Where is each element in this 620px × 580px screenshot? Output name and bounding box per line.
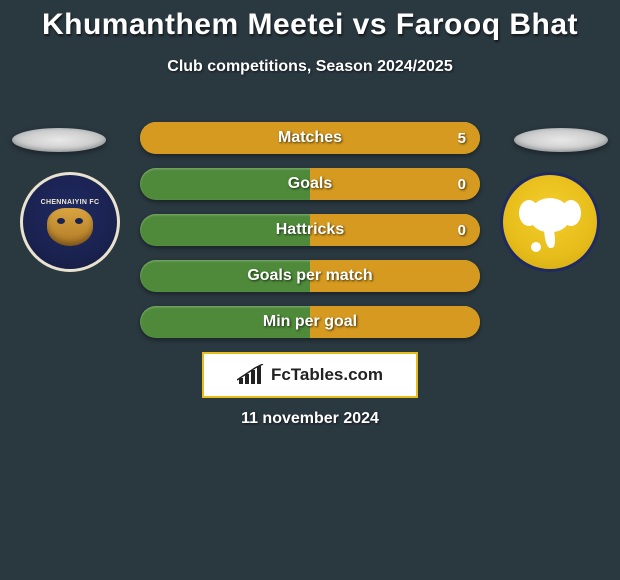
stat-right-value: 5: [458, 130, 466, 147]
stat-bar-min-per-goal: Min per goal: [140, 306, 480, 338]
stat-bar-hattricks: Hattricks 0: [140, 214, 480, 246]
subtitle: Club competitions, Season 2024/2025: [0, 58, 620, 76]
stat-label: Goals per match: [247, 267, 372, 285]
brand-box: FcTables.com: [202, 352, 418, 398]
left-halo: [12, 128, 106, 152]
date-label: 11 november 2024: [0, 410, 620, 428]
right-team-crest: [500, 172, 600, 272]
stat-label: Goals: [288, 175, 332, 193]
stat-label: Matches: [278, 129, 342, 147]
stats-bars: Matches 5 Goals 0 Hattricks 0 Goals per match M…: [140, 122, 480, 352]
left-crest-icon: [47, 208, 93, 246]
right-halo: [514, 128, 608, 152]
stat-label: Min per goal: [263, 313, 357, 331]
stat-label: Hattricks: [276, 221, 344, 239]
right-crest-icon: [523, 198, 577, 246]
stat-right-value: 0: [458, 176, 466, 193]
brand-text: FcTables.com: [271, 365, 383, 385]
stat-right-value: 0: [458, 222, 466, 239]
stat-bar-right-fill: [310, 168, 480, 200]
brand-chart-icon: [237, 364, 265, 386]
left-team-crest: CHENNAIYIN FC: [20, 172, 120, 272]
stat-bar-goals: Goals 0: [140, 168, 480, 200]
page-title: Khumanthem Meetei vs Farooq Bhat: [0, 0, 620, 42]
stat-bar-matches: Matches 5: [140, 122, 480, 154]
stat-bar-goals-per-match: Goals per match: [140, 260, 480, 292]
left-crest-label: CHENNAIYIN FC: [41, 199, 100, 206]
